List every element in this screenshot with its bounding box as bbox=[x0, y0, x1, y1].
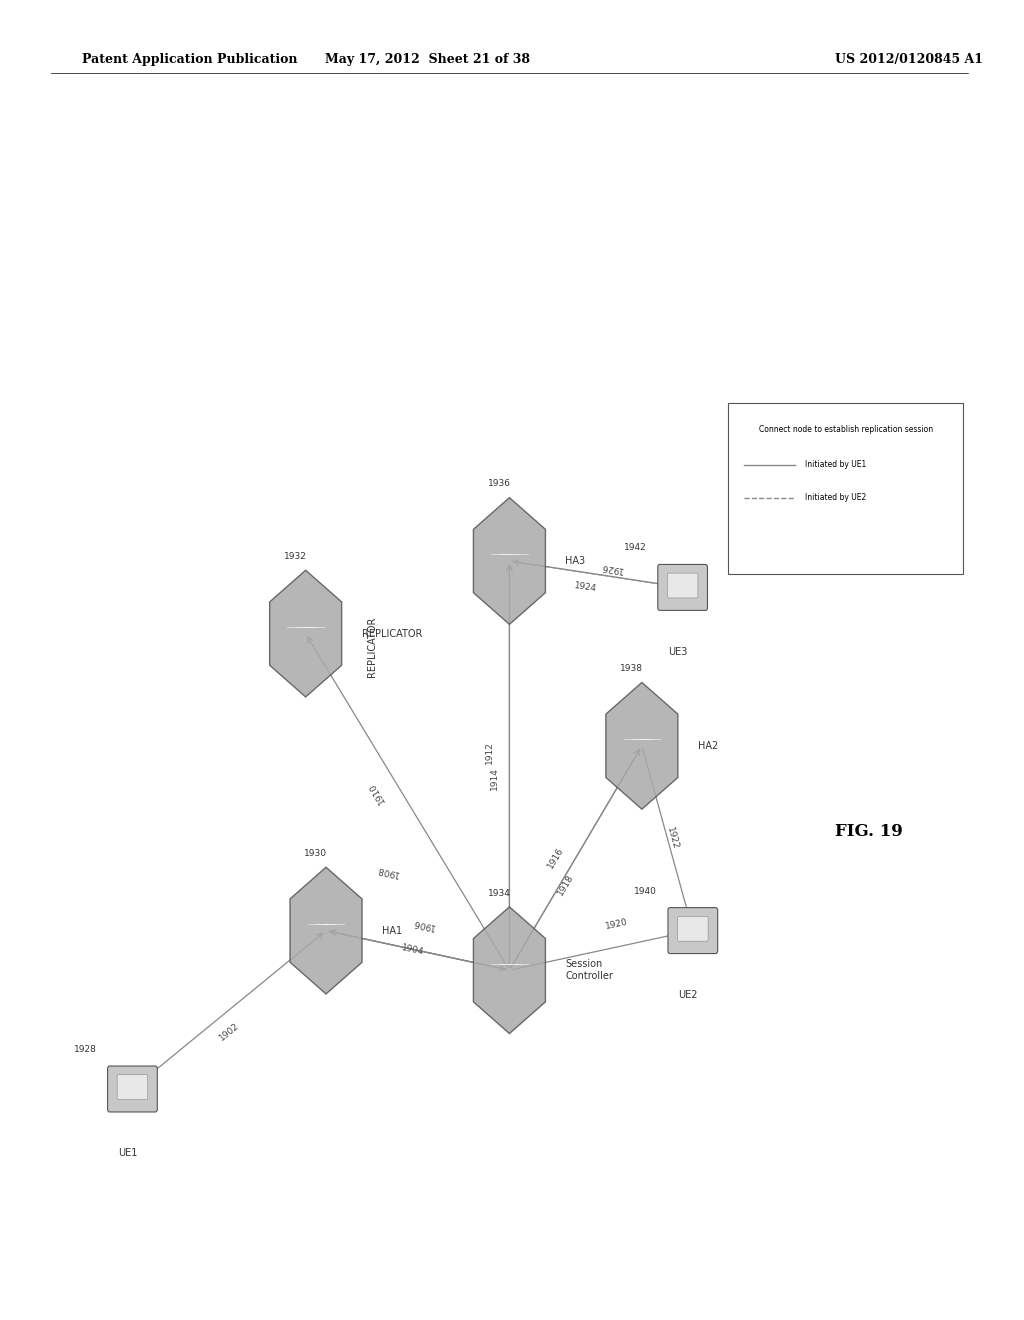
Text: 1936: 1936 bbox=[487, 479, 511, 488]
Text: Connect node to establish replication session: Connect node to establish replication se… bbox=[759, 425, 933, 434]
Text: 1906: 1906 bbox=[411, 917, 435, 931]
Text: REPLICATOR: REPLICATOR bbox=[361, 628, 422, 639]
FancyBboxPatch shape bbox=[668, 908, 718, 953]
Text: 1926: 1926 bbox=[599, 561, 624, 574]
Text: 1912: 1912 bbox=[484, 741, 494, 764]
Text: 1916: 1916 bbox=[546, 846, 565, 870]
Text: 1934: 1934 bbox=[487, 888, 511, 898]
Text: HA1: HA1 bbox=[382, 925, 402, 936]
FancyBboxPatch shape bbox=[678, 916, 709, 941]
Text: US 2012/0120845 A1: US 2012/0120845 A1 bbox=[836, 53, 983, 66]
FancyBboxPatch shape bbox=[668, 573, 698, 598]
Text: 1904: 1904 bbox=[400, 944, 425, 957]
Polygon shape bbox=[606, 682, 678, 809]
Text: 1908: 1908 bbox=[375, 865, 399, 878]
Text: FIG. 19: FIG. 19 bbox=[836, 824, 903, 840]
Text: HA3: HA3 bbox=[565, 556, 586, 566]
Polygon shape bbox=[290, 867, 362, 994]
Text: 1910: 1910 bbox=[368, 780, 387, 804]
Text: 1924: 1924 bbox=[573, 581, 598, 594]
Text: 1932: 1932 bbox=[284, 552, 307, 561]
Polygon shape bbox=[473, 498, 546, 624]
Text: 1918: 1918 bbox=[556, 873, 575, 896]
Text: UE1: UE1 bbox=[118, 1148, 137, 1159]
Text: HA2: HA2 bbox=[698, 741, 718, 751]
Text: 1920: 1920 bbox=[604, 917, 629, 931]
FancyBboxPatch shape bbox=[117, 1074, 147, 1100]
FancyBboxPatch shape bbox=[108, 1067, 158, 1111]
Text: 1930: 1930 bbox=[304, 849, 328, 858]
Polygon shape bbox=[473, 907, 546, 1034]
Text: REPLICATOR: REPLICATOR bbox=[367, 616, 377, 677]
Text: 1902: 1902 bbox=[217, 1022, 241, 1043]
Text: Patent Application Publication: Patent Application Publication bbox=[82, 53, 297, 66]
Text: Initiated by UE1: Initiated by UE1 bbox=[805, 461, 866, 469]
Text: 1942: 1942 bbox=[625, 544, 647, 552]
FancyBboxPatch shape bbox=[728, 403, 963, 574]
FancyBboxPatch shape bbox=[657, 565, 708, 610]
Polygon shape bbox=[269, 570, 342, 697]
Text: May 17, 2012  Sheet 21 of 38: May 17, 2012 Sheet 21 of 38 bbox=[326, 53, 530, 66]
Text: UE2: UE2 bbox=[678, 990, 697, 1001]
Text: Session
Controller: Session Controller bbox=[565, 960, 613, 981]
Text: 1914: 1914 bbox=[489, 767, 499, 791]
Text: 1922: 1922 bbox=[665, 826, 680, 850]
Text: 1940: 1940 bbox=[634, 887, 657, 895]
Text: Initiated by UE2: Initiated by UE2 bbox=[805, 494, 866, 502]
Text: UE3: UE3 bbox=[668, 647, 687, 657]
Text: 1928: 1928 bbox=[74, 1045, 97, 1053]
Text: 1938: 1938 bbox=[621, 664, 643, 673]
